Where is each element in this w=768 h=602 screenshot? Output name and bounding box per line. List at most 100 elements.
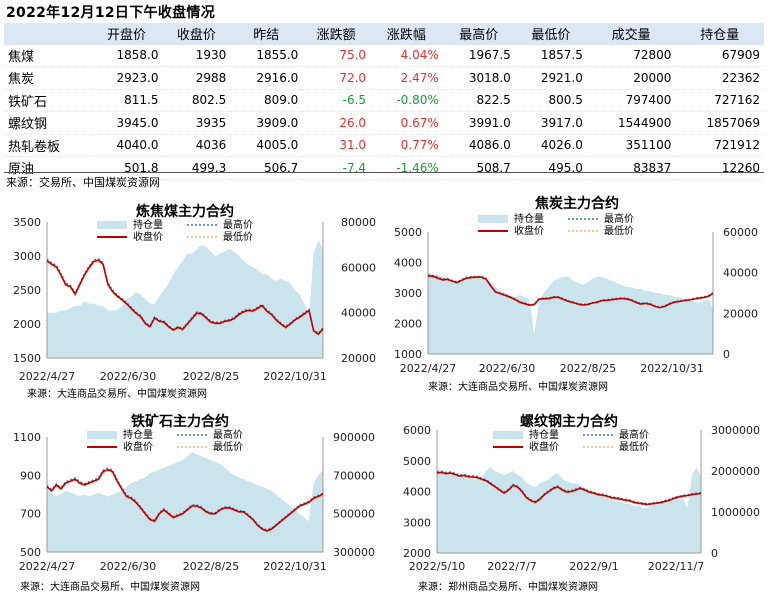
left-tick-label: 2000 xyxy=(394,318,422,331)
table-cell: 3909.0 xyxy=(256,115,299,130)
high-line xyxy=(46,257,324,335)
column-header: 最低价 xyxy=(514,23,587,45)
right-tick-label: 1000000 xyxy=(711,506,760,519)
chart-source: 来源：大连商品交易所、中国煤炭资源网 xyxy=(27,387,207,400)
legend-label: 最低价 xyxy=(619,440,649,453)
legend-swatch-oi xyxy=(97,221,127,229)
column-header xyxy=(4,23,91,45)
table-cell: 1857069 xyxy=(706,115,760,130)
right-tick-label: 40000 xyxy=(341,307,376,320)
column-header: 昨结 xyxy=(230,23,303,45)
column-header: 收盘价 xyxy=(162,23,231,45)
column-header: 持仓量 xyxy=(675,23,764,45)
table-cell: 501.8 xyxy=(124,160,159,175)
table-row: 焦煤 1858.0 1930 1855.0 75.0 4.04% 1967.5 1857.5 7… xyxy=(4,45,764,67)
table-cell: 721912 xyxy=(714,138,760,153)
table-cell: 4036 xyxy=(195,138,227,153)
left-tick-label: 500 xyxy=(20,546,41,559)
table-cell: 351100 xyxy=(625,138,672,153)
x-tick-label: 2022/6/30 xyxy=(100,560,156,573)
table-row: 原油 501.8 499.3 506.7 -7.4 -1.46% 508.7 495.0 838… xyxy=(4,157,764,179)
x-tick-label: 2022/10/31 xyxy=(263,560,326,573)
left-tick-label: 700 xyxy=(20,508,41,521)
legend-swatch-oi xyxy=(478,215,508,223)
right-tick-label: 60000 xyxy=(723,226,758,239)
table-cell: 800.5 xyxy=(548,93,583,108)
chart-source: 来源：大连商品交易所、中国煤炭资源网 xyxy=(428,380,608,393)
table-cell: 1855.0 xyxy=(256,48,299,63)
table-cell: 2923.0 xyxy=(116,70,159,85)
table-cell: -7.4 xyxy=(342,160,367,175)
left-tick-label: 6000 xyxy=(403,424,431,437)
chart-title: 螺纹钢主力合约 xyxy=(520,413,618,430)
table-cell: 4.04% xyxy=(400,48,439,63)
column-header: 涨跌额 xyxy=(302,23,371,45)
legend-label: 持仓量 xyxy=(514,212,544,225)
legend-label: 持仓量 xyxy=(529,428,559,441)
column-header: 开盘价 xyxy=(90,23,163,45)
legend-label: 最高价 xyxy=(213,428,243,441)
x-tick-label: 2022/6/30 xyxy=(479,362,535,375)
right-tick-label: 3000000 xyxy=(711,424,760,437)
x-tick-label: 2022/10/31 xyxy=(640,362,703,375)
x-tick-label: 2022/10/31 xyxy=(263,370,326,383)
table-cell: 506.7 xyxy=(263,160,299,175)
table-cell: 2.47% xyxy=(400,70,439,85)
table-cell: 0.77% xyxy=(400,138,439,153)
close-line xyxy=(436,471,702,506)
table-cell: 1544900 xyxy=(617,115,672,130)
right-tick-label: 2000000 xyxy=(711,465,760,478)
left-tick-label: 4000 xyxy=(403,486,431,499)
right-tick-label: 0 xyxy=(723,348,730,361)
table-cell: 2921.0 xyxy=(540,70,583,85)
right-tick-label: 0 xyxy=(711,547,718,560)
table-cell: 508.7 xyxy=(476,160,511,175)
left-tick-label: 3000 xyxy=(394,287,422,300)
table-cell: 26.0 xyxy=(339,115,367,130)
column-header: 成交量 xyxy=(586,23,676,45)
x-tick-label: 2022/4/27 xyxy=(19,370,75,383)
table-row: 热轧卷板 4040.0 4036 4005.0 31.0 0.77% 4086.0 4026.… xyxy=(4,134,764,157)
close-line xyxy=(46,259,324,336)
table-cell: 4026.0 xyxy=(540,138,583,153)
legend-label: 收盘价 xyxy=(514,224,544,237)
legend-swatch-oi xyxy=(87,431,117,439)
table-body: 焦煤 1858.0 1930 1855.0 75.0 4.04% 1967.5 1857.5 7… xyxy=(4,45,764,179)
table-cell: 1858.0 xyxy=(116,48,159,63)
table-cell: 72.0 xyxy=(339,70,367,85)
table-cell: 75.0 xyxy=(339,48,367,63)
close-line xyxy=(46,468,324,532)
legend-label: 最高价 xyxy=(223,218,253,231)
legend-label: 持仓量 xyxy=(123,428,153,441)
right-tick-label: 60000 xyxy=(341,261,376,274)
table-bottom-rule xyxy=(4,172,764,173)
left-tick-label: 3500 xyxy=(13,216,41,229)
x-tick-label: 2022/9/1 xyxy=(569,560,618,573)
table-cell: 1930 xyxy=(195,48,227,63)
legend-label: 收盘价 xyxy=(529,440,559,453)
table-cell: 802.5 xyxy=(191,93,227,108)
iron-ore-chart: 500 700 900 1100 300000 500000 700000 900000 202… xyxy=(13,413,375,593)
right-tick-label: 20000 xyxy=(341,352,376,365)
left-tick-label: 4000 xyxy=(394,257,422,270)
left-tick-label: 3000 xyxy=(403,516,431,529)
rebar-chart: 2000 3000 4000 5000 6000 0 1000000 2000000 30000… xyxy=(403,413,760,593)
table-cell: 797400 xyxy=(625,93,672,108)
table-cell: 4005.0 xyxy=(256,138,299,153)
right-tick-label: 40000 xyxy=(723,267,758,280)
left-tick-label: 2500 xyxy=(13,284,41,297)
table-cell: 4086.0 xyxy=(468,138,511,153)
table-cell: 809.0 xyxy=(263,93,299,108)
open-interest-area xyxy=(47,240,323,358)
table-row: 螺纹钢 3945.0 3935 3909.0 26.0 0.67% 3991.0 3917.0… xyxy=(4,112,764,134)
right-tick-label: 80000 xyxy=(341,216,376,229)
table-cell: 4040.0 xyxy=(116,138,159,153)
settlement-table: 开盘价 收盘价 昨结 涨跌额 涨跌幅 最高价 最低价 成交量 持仓量 焦煤 1858.0 1930 1… xyxy=(4,23,764,180)
table-cell: 83837 xyxy=(633,160,672,175)
table-cell: 22362 xyxy=(721,70,760,85)
table-cell: -6.5 xyxy=(342,93,367,108)
table-row: 铁矿石 811.5 802.5 809.0 -6.5 -0.80% 822.5 800.5 79… xyxy=(4,89,764,112)
left-tick-label: 1100 xyxy=(13,431,41,444)
table-cell: -0.80% xyxy=(396,93,439,108)
table-cell: 3917.0 xyxy=(540,115,583,130)
